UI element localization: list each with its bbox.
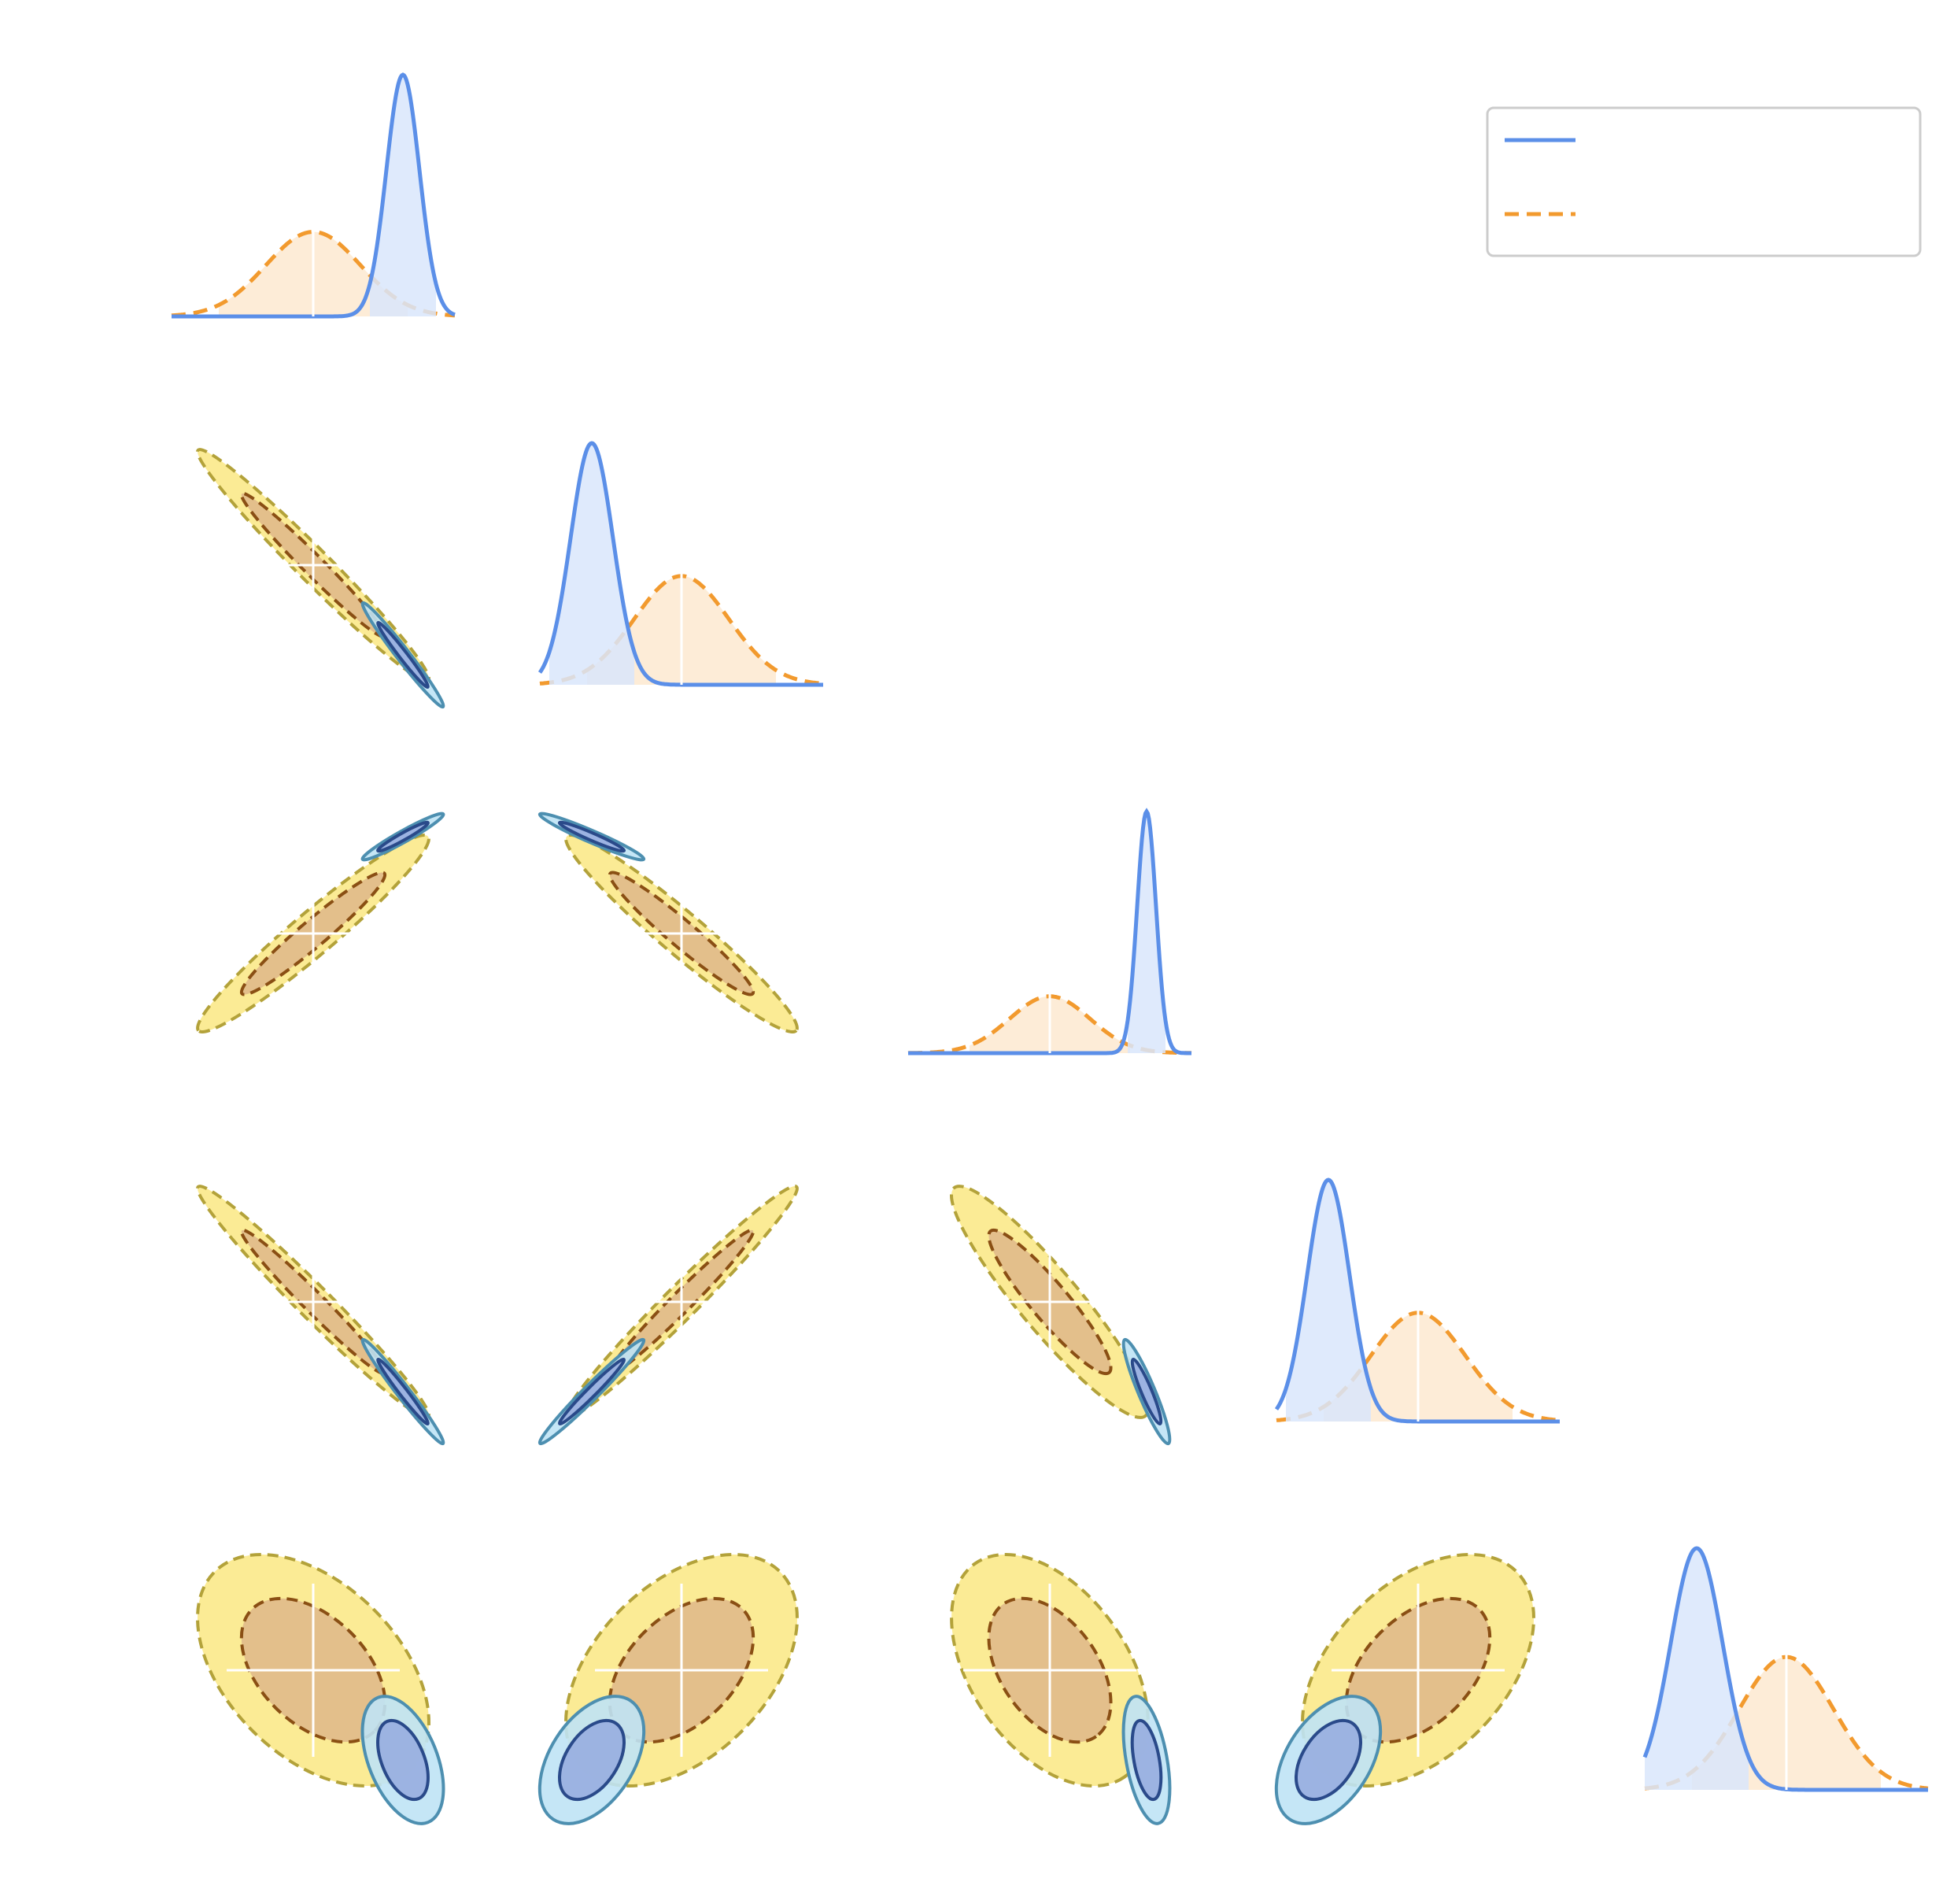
marginal-fill-series-0-param-3 — [1286, 1180, 1371, 1422]
panel-2-2 — [907, 808, 1192, 1056]
panel-1-1 — [537, 439, 824, 687]
panel-1-0 — [196, 448, 445, 709]
contour-inner-series-0-panel-4-0 — [376, 1718, 430, 1802]
contour-inner-series-0-panel-2-1 — [557, 820, 626, 853]
panel-4-4 — [1642, 1544, 1929, 1792]
contour-inner-series-0-panel-3-2 — [1130, 1357, 1163, 1426]
panel-3-3 — [1274, 1176, 1561, 1424]
panel-2-0 — [196, 812, 445, 1033]
panel-4-0 — [196, 1553, 445, 1825]
panel-2-1 — [537, 812, 799, 1033]
contour-inner-series-0-panel-3-1 — [557, 1357, 626, 1426]
corner-panels — [171, 71, 1929, 1825]
panel-3-2 — [949, 1185, 1172, 1446]
contour-inner-series-0-panel-3-0 — [376, 1357, 430, 1426]
legend-frame — [1486, 106, 1922, 257]
contour-inner-series-0-panel-4-3 — [1294, 1718, 1363, 1802]
contour-inner-series-0-panel-1-0 — [376, 620, 430, 690]
contour-inner-series-0-panel-4-2 — [1130, 1718, 1163, 1802]
panel-4-3 — [1274, 1553, 1535, 1825]
contour-inner-series-0-panel-2-0 — [376, 820, 430, 853]
marginal-fill-series-0-param-1 — [549, 443, 634, 685]
panel-4-2 — [950, 1552, 1172, 1825]
panel-0-0 — [171, 71, 456, 319]
panel-4-1 — [537, 1553, 799, 1825]
marginal-fill-series-0-param-0 — [370, 75, 436, 316]
panel-3-0 — [196, 1185, 445, 1446]
contour-inner-series-0-panel-4-1 — [557, 1718, 626, 1802]
legend — [1486, 106, 1922, 257]
marginal-fill-series-0-param-2 — [1128, 812, 1165, 1053]
panel-3-1 — [537, 1185, 799, 1446]
marginal-fill-series-0-param-4 — [1645, 1548, 1749, 1790]
